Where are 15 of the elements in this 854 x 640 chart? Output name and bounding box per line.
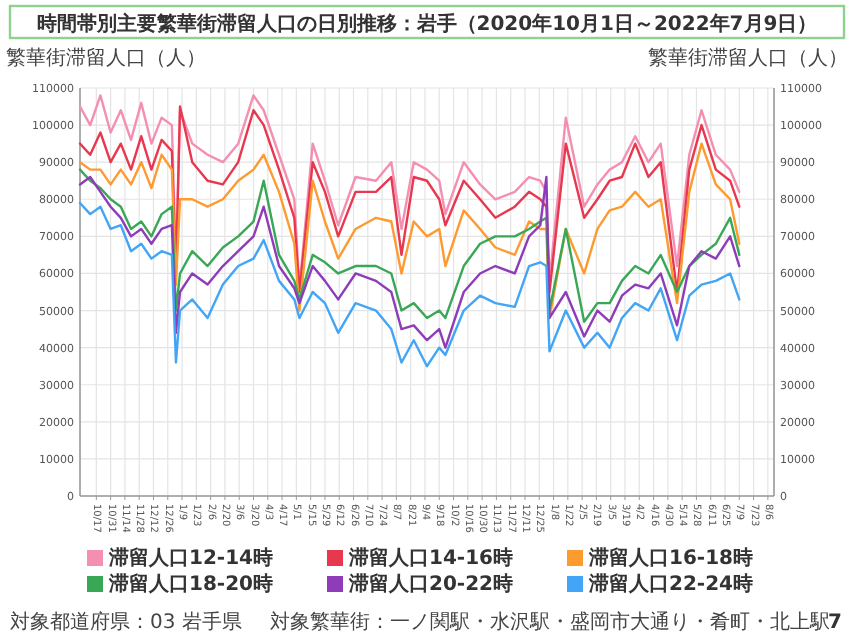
line-series <box>78 201 741 368</box>
legend-label: 滞留人口20-22時 <box>347 572 513 596</box>
y2-axis-title: 繁華街滞留人口（人） <box>648 46 848 70</box>
legend-label: 滞留人口18-20時 <box>107 572 273 596</box>
chart-title: 時間帯別主要繁華街滞留人口の日別推移：岩手（2020年10月1日～2022年7月9日） <box>36 12 818 36</box>
line-series <box>78 168 741 323</box>
line-series <box>78 175 741 349</box>
legend-label: 滞留人口22-24時 <box>587 572 753 596</box>
legend-label: 滞留人口16-18時 <box>587 546 753 570</box>
text: 7 <box>828 612 843 634</box>
text: 対象都道府県：03 岩手県 <box>10 610 242 634</box>
text: 対象繁華街：一ノ関駅・水沢駅・盛岡市大通り・肴町・北上駅 <box>269 610 830 634</box>
legend-label: 滞留人口12-14時 <box>107 546 273 570</box>
y-axis-title: 繁華街滞留人口（人） <box>6 46 206 70</box>
legend-label: 滞留人口14-16時 <box>347 546 513 570</box>
